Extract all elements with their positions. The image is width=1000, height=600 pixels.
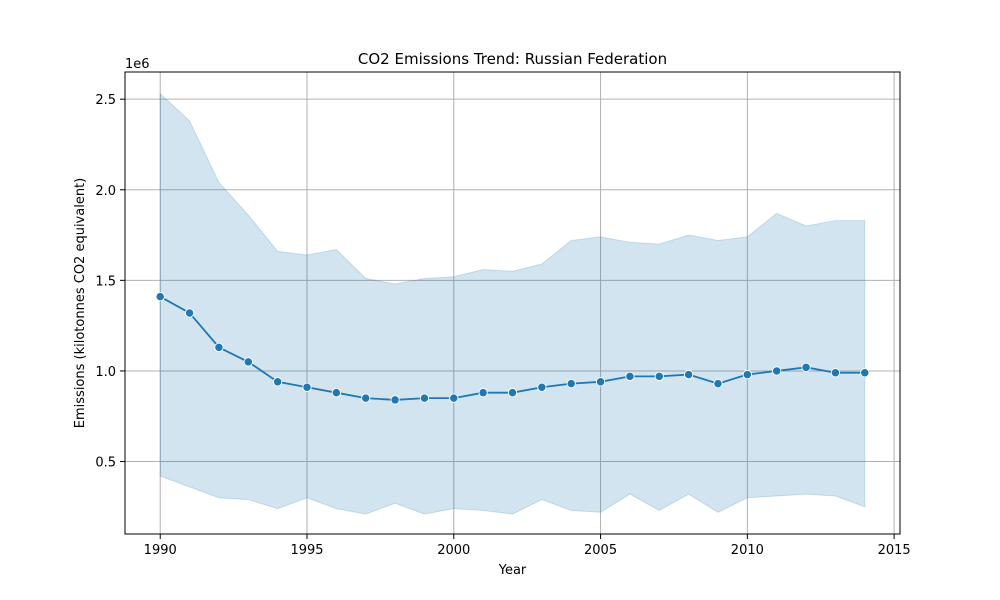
data-point <box>361 393 371 403</box>
axis-ticks: 1990 1995 2000 2005 2010 2015 0.5 1.0 1.5 2.0 2.5 <box>95 93 910 558</box>
confidence-band <box>159 92 866 515</box>
data-point <box>566 378 576 389</box>
chart-title: CO2 Emissions Trend: Russian Federation <box>358 50 667 68</box>
data-point <box>860 368 870 378</box>
y-axis-offset-label: 1e6 <box>125 57 150 72</box>
x-tick-label: 2000 <box>437 543 470 558</box>
x-tick-label: 2010 <box>731 543 764 558</box>
data-point <box>214 342 224 353</box>
data-point <box>155 292 165 302</box>
x-tick-label: 2005 <box>584 543 617 558</box>
data-point <box>772 366 782 376</box>
data-point <box>625 371 635 382</box>
data-point <box>801 362 811 372</box>
data-point <box>683 369 694 380</box>
grid-layer <box>125 72 900 534</box>
data-point <box>243 357 253 367</box>
y-tick-label: 0.5 <box>95 456 116 471</box>
x-tick-label: 1990 <box>144 543 177 558</box>
y-tick-label: 2.5 <box>95 93 116 108</box>
x-tick-label: 1995 <box>290 543 323 558</box>
data-point <box>654 371 664 382</box>
series-points <box>155 292 870 405</box>
x-tick-label: 2015 <box>878 543 911 558</box>
data-point <box>742 369 752 380</box>
plot-frame <box>124 71 901 535</box>
data-point <box>537 382 547 392</box>
y-tick-label: 2.0 <box>95 184 116 199</box>
data-point <box>390 395 400 405</box>
data-point <box>273 377 283 387</box>
data-point <box>331 388 342 398</box>
y-tick-label: 1.5 <box>95 274 116 289</box>
x-axis-label: Year <box>498 563 527 578</box>
y-axis-label: Emissions (kilotonnes CO2 equivalent) <box>73 178 88 428</box>
data-point <box>713 378 723 389</box>
data-point <box>184 308 195 318</box>
data-point <box>595 377 606 387</box>
data-point <box>302 382 312 392</box>
data-point <box>478 388 488 398</box>
data-point <box>830 368 841 378</box>
y-tick-label: 1.0 <box>95 365 116 380</box>
data-point <box>507 388 518 398</box>
data-point <box>449 393 459 403</box>
data-point <box>419 393 430 403</box>
